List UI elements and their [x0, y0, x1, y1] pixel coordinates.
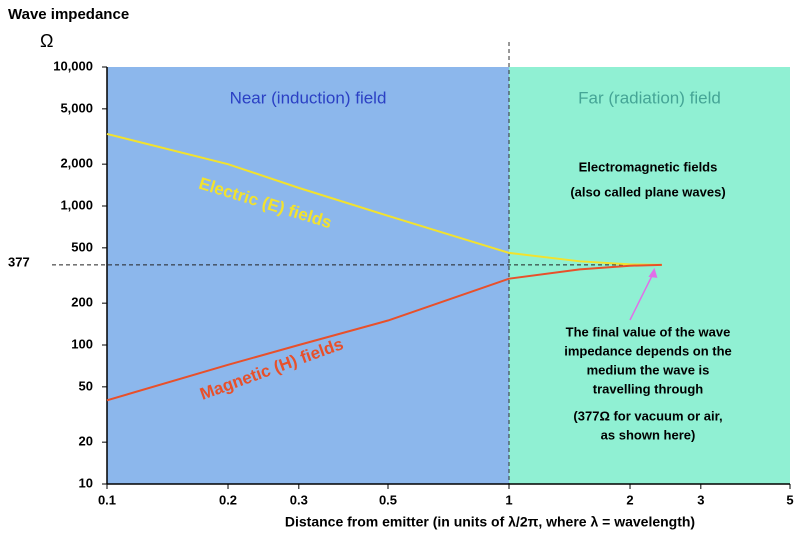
reference-label: 377: [8, 254, 30, 269]
y-tick-label: 500: [71, 239, 93, 254]
x-tick-label: 0.2: [219, 492, 237, 507]
annotation-text: impedance depends on the: [564, 343, 732, 358]
x-tick-label: 0.3: [290, 492, 308, 507]
x-tick-label: 3: [697, 492, 704, 507]
annotation-text: (377Ω for vacuum or air,: [573, 408, 722, 423]
y-tick-label: 5,000: [60, 100, 93, 115]
annotation-arrow: [629, 270, 656, 321]
region-label: Far (radiation) field: [578, 88, 721, 107]
y-tick-label: 1,000: [60, 197, 93, 212]
region-label: Near (induction) field: [230, 88, 387, 107]
x-axis-label: Distance from emitter (in units of λ/2π,…: [285, 514, 695, 530]
region: [107, 67, 510, 484]
y-tick-label: 10,000: [53, 58, 93, 73]
y-tick-label: 100: [71, 336, 93, 351]
y-tick-label: 200: [71, 295, 93, 310]
x-tick-label: 0.1: [98, 492, 116, 507]
annotation-text: as shown here): [601, 427, 696, 442]
x-tick-label: 5: [786, 492, 793, 507]
annotation-text: (also called plane waves): [570, 184, 725, 199]
series-line: [106, 263, 662, 402]
x-tick-label: 0.5: [379, 492, 397, 507]
y-tick-label: 10: [79, 475, 93, 490]
annotation-text: The final value of the wave: [566, 324, 731, 339]
x-tick-label: 1: [505, 492, 512, 507]
arrow-head: [648, 267, 658, 278]
annotation-text: Electromagnetic fields: [579, 159, 718, 174]
y-tick-label: 2,000: [60, 156, 93, 171]
annotation-text: medium the wave is: [587, 362, 710, 377]
y-unit: Ω: [40, 31, 53, 51]
annotation-text: travelling through: [593, 381, 704, 396]
x-tick-label: 2: [626, 492, 633, 507]
chart-title: Wave impedance: [8, 6, 129, 23]
series-line: [106, 132, 662, 266]
y-tick-label: 20: [79, 434, 93, 449]
y-tick-label: 50: [79, 378, 93, 393]
